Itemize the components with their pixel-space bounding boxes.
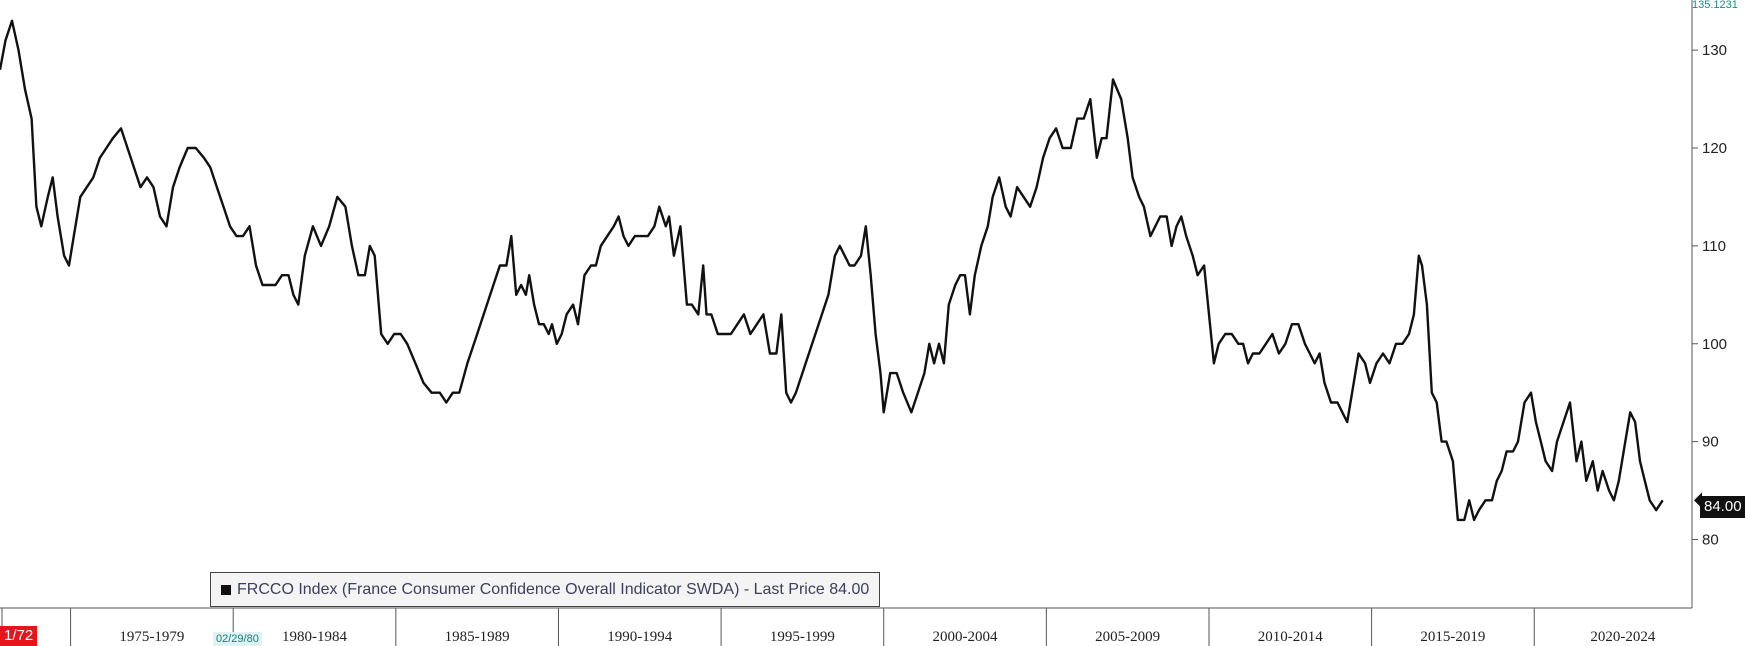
y-tick-label: 120 xyxy=(1702,140,1727,157)
x-tick-label: 2005-2009 xyxy=(1095,629,1160,645)
y-tick-label: 100 xyxy=(1702,336,1727,353)
y-tick-label: 130 xyxy=(1702,42,1727,59)
x-tick-label: 2010-2014 xyxy=(1258,629,1323,645)
series-layer xyxy=(0,19,1702,522)
axis-max-label: 135.1231 xyxy=(1692,0,1738,11)
chart-legend[interactable]: FRCCO Index (France Consumer Confidence … xyxy=(210,572,881,607)
legend-swatch xyxy=(221,584,231,595)
chart-frame xyxy=(0,0,1693,609)
x-tick-label: 1990-1994 xyxy=(607,629,672,645)
x-tick-label: 1975-1979 xyxy=(119,629,184,645)
y-tick-label: 110 xyxy=(1702,238,1726,255)
y-axis: 80 90 100 110 120 130 xyxy=(1692,42,1727,548)
series-line xyxy=(0,19,1664,522)
legend-text: FRCCO Index (France Consumer Confidence … xyxy=(237,580,870,598)
last-price-badge: 84.00 xyxy=(1700,496,1745,518)
x-tick-label: 2020-2024 xyxy=(1590,629,1655,645)
cursor-date-badge: 02/29/80 xyxy=(213,632,262,646)
x-tick-label: 1980-1984 xyxy=(282,629,347,645)
start-date-badge: 1/72 xyxy=(0,626,38,646)
y-tick-label: 80 xyxy=(1702,531,1719,548)
y-tick-label: 90 xyxy=(1702,434,1719,451)
x-tick-label: 2000-2004 xyxy=(933,629,998,645)
x-tick-label: 2015-2019 xyxy=(1420,629,1485,645)
x-tick-label: 1985-1989 xyxy=(445,629,510,645)
x-tick-label: 1995-1999 xyxy=(770,629,835,645)
